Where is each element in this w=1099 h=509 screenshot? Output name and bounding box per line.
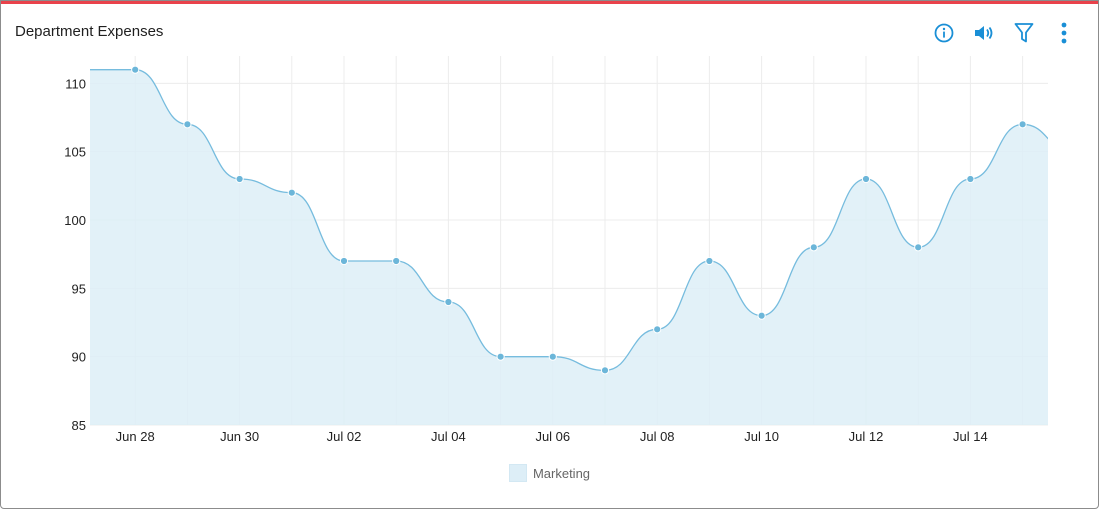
more-vertical-icon (1061, 22, 1067, 44)
data-point[interactable] (600, 366, 610, 375)
info-button[interactable] (924, 19, 964, 47)
info-icon (934, 23, 954, 43)
filter-icon (1014, 23, 1034, 43)
y-axis: 85 90 95 100 105 110 (64, 76, 86, 433)
data-point[interactable] (444, 297, 453, 307)
plot-area (90, 65, 1048, 425)
data-point[interactable] (1018, 120, 1027, 129)
y-tick-label: 90 (72, 350, 86, 365)
data-point[interactable] (966, 174, 975, 184)
data-point[interactable] (548, 352, 557, 361)
y-tick-label: 95 (72, 281, 86, 296)
data-point[interactable] (392, 256, 401, 266)
data-point[interactable] (131, 65, 140, 74)
y-tick-label: 110 (65, 76, 86, 91)
y-tick-label: 85 (72, 418, 86, 433)
data-point[interactable] (914, 243, 923, 252)
legend-label-marketing[interactable]: Marketing (532, 465, 591, 481)
x-tick-label: Jun 28 (116, 429, 155, 444)
x-axis: Jun 28 Jun 30 Jul 02 Jul 04 Jul 06 Jul 08 Jul … (116, 429, 988, 444)
y-tick-label: 100 (64, 213, 86, 228)
data-point[interactable] (809, 243, 818, 252)
accent-bar (1, 1, 1098, 4)
data-point[interactable] (757, 311, 766, 320)
speaker-icon (975, 26, 993, 40)
sound-button[interactable] (964, 19, 1004, 47)
data-point[interactable] (235, 174, 244, 184)
chart-toolbar (924, 19, 1084, 47)
x-tick-label: Jul 08 (640, 429, 675, 444)
data-point[interactable] (339, 256, 349, 266)
legend-swatch-marketing[interactable] (508, 464, 527, 482)
x-tick-label: Jul 02 (327, 429, 362, 444)
filter-button[interactable] (1004, 19, 1044, 47)
data-point[interactable] (705, 256, 714, 266)
x-tick-label: Jul 04 (431, 429, 466, 444)
series-area-marketing (90, 69, 1048, 425)
x-tick-label: Jul 12 (849, 429, 884, 444)
y-tick-label: 105 (64, 145, 86, 160)
data-point[interactable] (496, 352, 505, 361)
more-options-button[interactable] (1044, 19, 1084, 47)
chart-title: Department Expenses (15, 23, 164, 40)
x-tick-label: Jul 10 (744, 429, 779, 444)
data-point[interactable] (861, 174, 871, 184)
data-point[interactable] (653, 325, 662, 334)
legend: Marketing (1, 464, 1098, 482)
x-tick-label: Jun 30 (220, 429, 259, 444)
data-point[interactable] (287, 188, 296, 197)
x-tick-label: Jul 14 (953, 429, 988, 444)
x-tick-label: Jul 06 (535, 429, 570, 444)
data-point[interactable] (183, 120, 192, 129)
